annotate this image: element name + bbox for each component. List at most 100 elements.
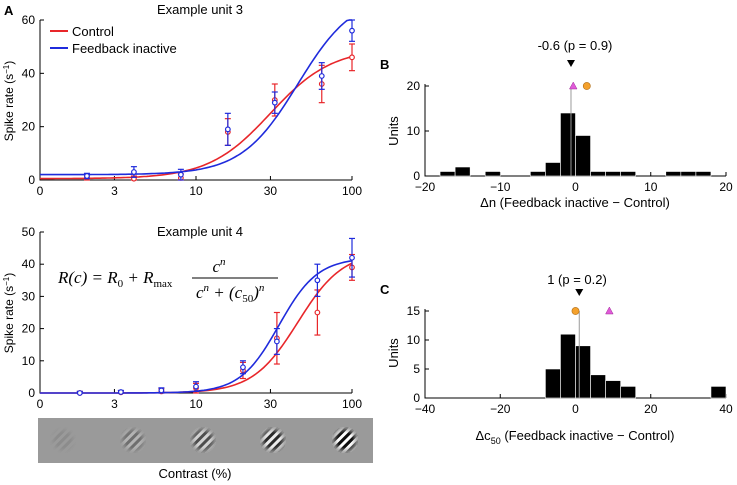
stimulus-strip [38, 418, 373, 463]
x-tick-label: 0 [37, 184, 44, 198]
x-tick-label: −10 [490, 180, 511, 194]
x-tick-label: 10 [189, 184, 203, 198]
histogram-bar [605, 171, 621, 177]
y-tick-label: 10 [407, 333, 421, 347]
axes-histogram-b: −20 −10 0 10 20 0 10 20 [407, 79, 733, 194]
xlabel-histogram-b: Δn (Feedback inactive − Control) [480, 195, 670, 210]
x-tick-label: 30 [264, 397, 278, 411]
formula-denominator: cn + (c50)n [196, 282, 265, 305]
ylabel-unit3: Spike rate (s−1) [2, 61, 17, 141]
median-label-b: -0.6 (p = 0.9) [538, 38, 613, 53]
data-point-feedback [131, 169, 137, 175]
x-tick-label: 0 [572, 180, 579, 194]
y-tick-label: 30 [22, 289, 36, 303]
histogram-bar [484, 171, 501, 177]
median-arrow [575, 289, 584, 296]
x-tick-label: 40 [719, 402, 733, 416]
axes-unit4: 0 3 10 30 100 0 10 20 30 40 50 [22, 225, 363, 411]
y-tick-label: 0 [413, 169, 420, 183]
y-tick-label: 20 [22, 322, 36, 336]
data-point-feedback [349, 254, 355, 261]
ylabel-histogram-b: Units [386, 116, 401, 146]
unit4-marker [571, 307, 580, 315]
histogram-bar [680, 171, 697, 177]
histogram-bar [665, 171, 682, 177]
chart-title-unit4: Example unit 4 [157, 224, 243, 239]
x-tick-label: 10 [644, 180, 658, 194]
y-tick-label: 50 [22, 225, 36, 239]
y-tick-label: 5 [413, 362, 420, 376]
data-point-feedback [349, 27, 355, 34]
panel-label-a: A [4, 3, 14, 18]
x-tick-label: 0 [572, 402, 579, 416]
data-point-feedback [84, 173, 90, 179]
axis-lines [39, 232, 352, 394]
plot-unit3 [40, 19, 355, 182]
formula-lhs: R(c) = R0 + Rmax [57, 268, 173, 290]
chart-histogram-b: Units Δn (Feedback inactive − Control) -… [386, 38, 733, 210]
grating-5 [332, 427, 358, 453]
xlabel-histogram-c: Δc50 (Feedback inactive − Control) [476, 428, 675, 446]
data-point-feedback [76, 390, 83, 396]
panel-label-b: B [380, 57, 389, 72]
formula-numerator: cn [212, 256, 226, 276]
y-tick-label: 15 [407, 304, 421, 318]
plot-unit4 [40, 237, 355, 396]
histogram-bar [530, 171, 546, 177]
median-arrow [566, 60, 575, 67]
plot-histogram-c [545, 289, 727, 399]
panel-label-c: C [380, 282, 390, 297]
histogram-bar [560, 112, 576, 177]
ylabel-histogram-c: Units [386, 338, 401, 368]
ylabel-unit4: Spike rate (s−1) [2, 273, 17, 353]
y-tick-label: 40 [22, 257, 36, 271]
unit4-marker [582, 82, 591, 90]
x-tick-label: −20 [415, 180, 436, 194]
histogram-bar [590, 374, 606, 399]
histogram-bar [575, 345, 591, 399]
unit3-marker [605, 306, 614, 315]
histogram-bar [545, 368, 561, 399]
y-tick-label: 0 [413, 391, 420, 405]
chart-histogram-c: Units Δc50 (Feedback inactive − Control)… [386, 272, 733, 446]
data-point-feedback [158, 387, 165, 394]
legend: Control Feedback inactive [50, 24, 177, 56]
xlabel-contrast: Contrast (%) [159, 466, 232, 481]
fit-curve-control [40, 55, 353, 180]
x-tick-label: 20 [644, 402, 658, 416]
x-tick-label: 20 [719, 180, 733, 194]
grating-4 [260, 427, 286, 453]
data-point-feedback [193, 383, 199, 390]
chart-unit4: Example unit 4 Spike rate (s−1) 0 3 10 30 10… [2, 224, 363, 411]
median-label-c: 1 (p = 0.2) [547, 272, 607, 287]
y-tick-label: 0 [28, 173, 35, 187]
histogram-bar [695, 171, 712, 177]
data-point-feedback [177, 171, 184, 178]
y-tick-label: 20 [407, 79, 421, 93]
ylabel-unit3-text: Spike rate (s [2, 74, 16, 141]
fit-curve-feedback [40, 19, 352, 176]
y-tick-label: 60 [22, 13, 36, 27]
histogram-bar [620, 386, 637, 399]
data-point-feedback [273, 338, 280, 345]
x-tick-label: 100 [342, 184, 362, 198]
histogram-bar [710, 386, 727, 399]
histogram-bar [605, 380, 621, 399]
histogram-bar [545, 162, 561, 177]
x-tick-label: 0 [37, 397, 44, 411]
histogram-bar [575, 135, 591, 177]
x-tick-label: 30 [264, 184, 278, 198]
x-tick-label: −20 [490, 402, 511, 416]
histogram-bar [590, 171, 606, 177]
histogram-bar [620, 171, 637, 177]
data-point-feedback [271, 99, 278, 106]
data-point-feedback [117, 389, 124, 395]
y-tick-label: 10 [407, 124, 421, 138]
data-point-feedback [314, 277, 321, 284]
plot-histogram-b [439, 60, 712, 177]
x-tick-label: 100 [342, 397, 362, 411]
unit3-marker [569, 81, 578, 90]
x-tick-label: −40 [415, 402, 436, 416]
x-tick-label: 3 [111, 397, 118, 411]
